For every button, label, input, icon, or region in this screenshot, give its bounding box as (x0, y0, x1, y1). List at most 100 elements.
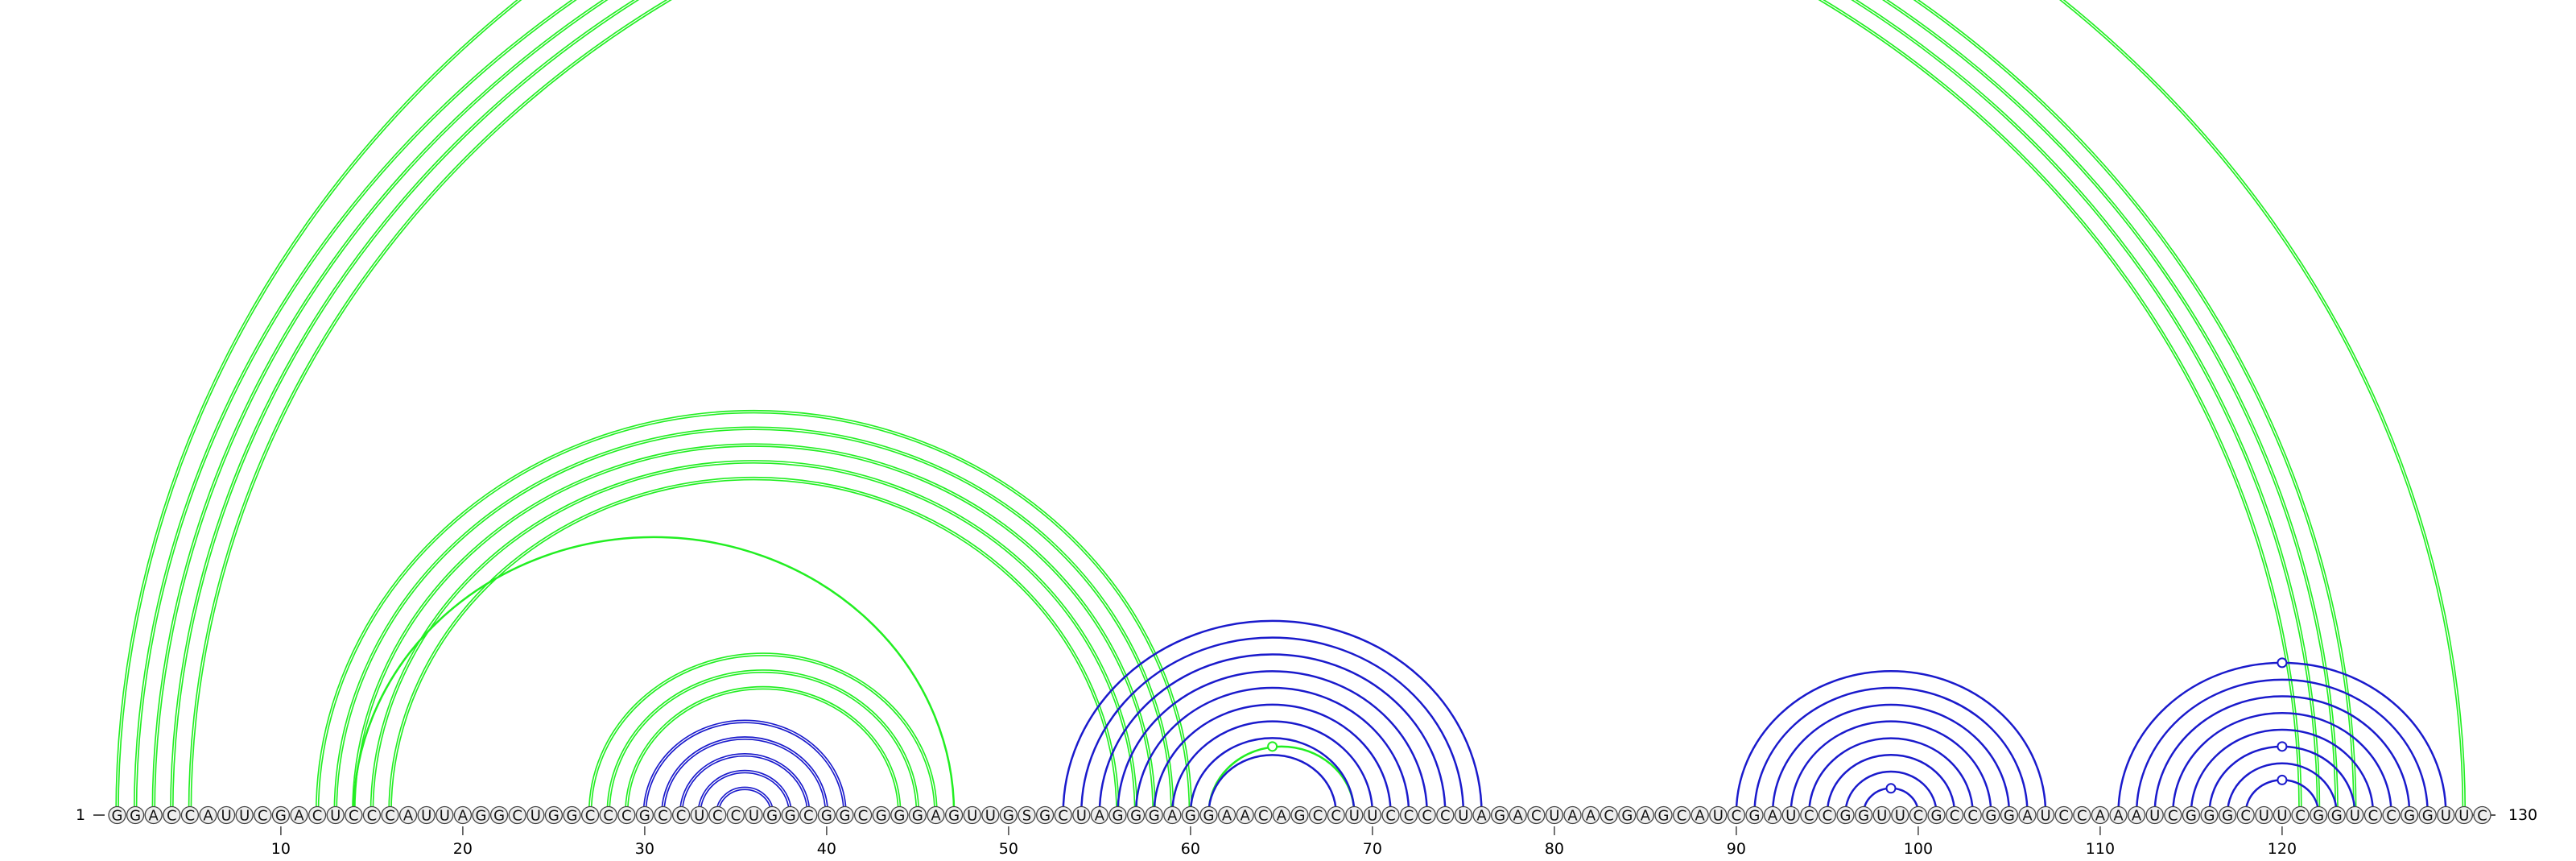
blue-arc-58-71 (1153, 703, 1392, 814)
nucleotide-24: U (530, 808, 541, 825)
nucleotide-101-circle (1927, 805, 1946, 825)
nucleotide-130-circle (2454, 805, 2474, 825)
nucleotide-44-circle (890, 805, 909, 825)
nucleotide-99-circle (1891, 805, 1909, 825)
nucleotide-68: C (1331, 808, 1341, 825)
nucleotide-82-circle (1581, 805, 1600, 825)
nucleotide-95-circle (1818, 805, 1837, 825)
nucleotide-122: G (2313, 808, 2324, 825)
blue-arc-54-75 (1080, 636, 1465, 814)
blue-arc-93-104 (1790, 720, 1992, 814)
nucleotide-87: C (1677, 808, 1687, 825)
nucleotide-26: G (567, 808, 578, 825)
blue-arc-59-70 (1171, 720, 1374, 814)
tick-label-70: 70 (1363, 840, 1382, 857)
nucleotide-117-circle (2218, 805, 2237, 825)
nucleotide-63: A (1241, 808, 1251, 825)
tick-label-120: 120 (2268, 840, 2297, 857)
nucleotide-21: G (476, 808, 487, 825)
nucleotide-77: G (1494, 808, 1505, 825)
nucleotide-50-circle (999, 805, 1018, 825)
nucleotide-127-circle (2400, 805, 2419, 825)
nucleotide-58-circle (1145, 805, 1163, 825)
nucleotide-53-circle (1054, 805, 1072, 825)
nucleotide-1: G (112, 808, 123, 825)
position-ticks: 10 20 30 40 50 60 70 80 90 100 110 120 (271, 826, 2297, 858)
blue-arc-95-102 (1826, 753, 1956, 814)
nucleotide-44: G (894, 808, 905, 825)
loop-marker-1 (1267, 741, 1278, 752)
blue-arc-96-101 (1844, 770, 1938, 814)
nucleotide-81: A (1567, 808, 1578, 825)
nucleotide-124-circle (2346, 805, 2364, 825)
nucleotide-39-circle (799, 805, 818, 825)
nucleotide-36-circle (745, 805, 763, 825)
nucleotide-37: G (766, 808, 778, 825)
green-arc-12-60-gap (316, 411, 1191, 814)
nucleotide-128-circle (2418, 805, 2437, 825)
nucleotide-100: C (1913, 808, 1924, 825)
green-arc-14-58 (352, 443, 1156, 814)
nucleotide-13: U (330, 808, 341, 825)
nucleotide-22-circle (489, 805, 509, 825)
nucleotide-22: G (493, 808, 505, 825)
green-arc-27-46-gap (589, 653, 937, 814)
nucleotide-70-circle (1363, 805, 1382, 825)
nucleotide-103: C (1967, 808, 1978, 825)
nucleotide-55-circle (1090, 805, 1109, 825)
nucleotide-30-circle (635, 805, 654, 825)
green-arc-28-45-gap (608, 670, 919, 814)
nucleotide-32: C (676, 808, 687, 825)
green-arc-13-59-gap (335, 428, 1173, 814)
nucleotide-14-circle (345, 805, 363, 825)
nucleotide-99: U (1895, 808, 1905, 825)
green-arc-16-56-gap (389, 478, 1119, 814)
nucleotide-72-circle (1399, 805, 1418, 825)
nucleotide-11: A (294, 808, 304, 825)
blue-arc-34-37 (716, 786, 774, 814)
tick-label-50: 50 (999, 840, 1018, 857)
nucleotide-123: G (2331, 808, 2343, 825)
nucleotide-66-circle (1290, 805, 1309, 825)
nucleotide-105: G (2004, 808, 2015, 825)
nucleotide-113: U (2149, 808, 2160, 825)
nucleotide-29-circle (617, 805, 636, 825)
nucleotide-124: U (2350, 808, 2360, 825)
nucleotide-66: G (1294, 808, 1306, 825)
nucleotide-46: A (931, 808, 941, 825)
nucleotide-80: U (1549, 808, 1559, 825)
nucleotide-59-circle (1163, 805, 1182, 825)
nucleotide-64-circle (1254, 805, 1273, 825)
nucleotide-98: U (1876, 808, 1887, 825)
nucleotide-51-circle (1018, 805, 1036, 825)
nucleotide-93: U (1785, 808, 1796, 825)
nucleotide-56-circle (1108, 805, 1127, 825)
nucleotide-74: C (1440, 808, 1451, 825)
nucleotide-114: C (2168, 808, 2178, 825)
start-position-label: 1 (76, 806, 85, 824)
nucleotide-42-circle (853, 805, 873, 825)
base-pair-arcs (115, 0, 2467, 814)
nucleotide-129: U (2441, 808, 2451, 825)
nucleotide-85: A (1641, 808, 1651, 825)
nucleotide-78-circle (1509, 805, 1527, 825)
nucleotide-1-circle (108, 805, 126, 825)
nucleotide-17: A (403, 808, 414, 825)
nucleotide-13-circle (326, 805, 345, 825)
nucleotide-115: G (2186, 808, 2197, 825)
nucleotide-103-circle (1963, 805, 1982, 825)
nucleotide-16: C (385, 808, 395, 825)
nucleotide-28-circle (599, 805, 617, 825)
nucleotide-54: U (1076, 808, 1087, 825)
nucleotide-34-circle (708, 805, 727, 825)
nucleotide-84-circle (1618, 805, 1637, 825)
nucleotide-40-circle (817, 805, 836, 825)
nucleotide-58: G (1149, 808, 1160, 825)
blue-arc-32-39-gap (680, 754, 809, 814)
blue-arc-114-126 (2172, 711, 2392, 814)
nucleotide-41-circle (836, 805, 854, 825)
green-arc-61-69 (1208, 745, 1356, 814)
nucleotide-108: C (2058, 808, 2069, 825)
